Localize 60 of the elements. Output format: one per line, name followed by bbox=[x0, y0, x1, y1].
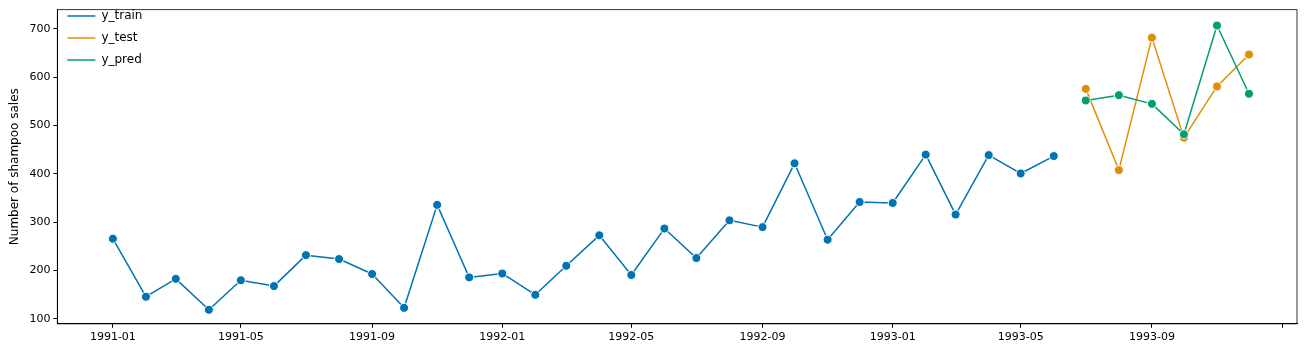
point bbox=[1048, 151, 1059, 162]
point bbox=[1015, 168, 1026, 179]
point bbox=[497, 268, 508, 279]
point bbox=[659, 223, 670, 234]
point bbox=[1211, 20, 1222, 31]
x-tick-label: 1992-05 bbox=[608, 330, 655, 344]
point bbox=[1080, 95, 1091, 106]
point bbox=[1146, 98, 1157, 109]
legend-label: y_train bbox=[101, 8, 143, 23]
point bbox=[170, 273, 181, 284]
point bbox=[983, 150, 994, 161]
point bbox=[1243, 88, 1254, 99]
point bbox=[626, 269, 637, 280]
x-tick-label: 1993-05 bbox=[997, 330, 1044, 344]
point bbox=[950, 209, 961, 220]
y-axis-title: Number of shampoo sales bbox=[7, 88, 22, 246]
point bbox=[887, 197, 898, 208]
point bbox=[464, 272, 475, 283]
point bbox=[1243, 49, 1254, 60]
x-tick-label: 1993-09 bbox=[1128, 330, 1175, 344]
point bbox=[399, 302, 410, 313]
point bbox=[140, 291, 151, 302]
point bbox=[367, 269, 378, 280]
x-tick-label: 1991-09 bbox=[349, 330, 396, 344]
x-tick-label: 1992-01 bbox=[479, 330, 526, 344]
y-tick-label: 700 bbox=[29, 21, 51, 35]
point bbox=[920, 149, 931, 160]
point bbox=[432, 199, 443, 210]
point bbox=[822, 234, 833, 245]
x-tick-label: 1991-01 bbox=[89, 330, 136, 344]
point bbox=[235, 275, 246, 286]
point bbox=[1113, 90, 1124, 101]
y-tick-label: 500 bbox=[29, 118, 51, 132]
point bbox=[1146, 32, 1157, 43]
point bbox=[300, 250, 311, 261]
y-tick-label: 100 bbox=[29, 311, 51, 325]
legend-label: y_test bbox=[101, 30, 138, 45]
point bbox=[107, 233, 118, 244]
point bbox=[334, 254, 345, 265]
point bbox=[1211, 81, 1222, 92]
point bbox=[203, 304, 214, 315]
point bbox=[594, 230, 605, 241]
point bbox=[1080, 83, 1091, 94]
point bbox=[757, 222, 768, 233]
x-tick-label: 1991-05 bbox=[217, 330, 264, 344]
point bbox=[268, 281, 279, 292]
point bbox=[789, 158, 800, 169]
point bbox=[1113, 165, 1124, 176]
point bbox=[854, 196, 865, 207]
y-tick-label: 300 bbox=[29, 215, 51, 229]
legend-label: y_pred bbox=[101, 52, 142, 67]
y-tick-label: 200 bbox=[29, 263, 51, 277]
y-tick-label: 400 bbox=[29, 166, 51, 180]
x-tick-label: 1992-09 bbox=[739, 330, 786, 344]
x-tick-label: 1993-01 bbox=[869, 330, 916, 344]
point bbox=[530, 289, 541, 300]
y-tick-label: 600 bbox=[29, 70, 51, 84]
point bbox=[561, 260, 572, 271]
point bbox=[724, 215, 735, 226]
point bbox=[691, 253, 702, 264]
